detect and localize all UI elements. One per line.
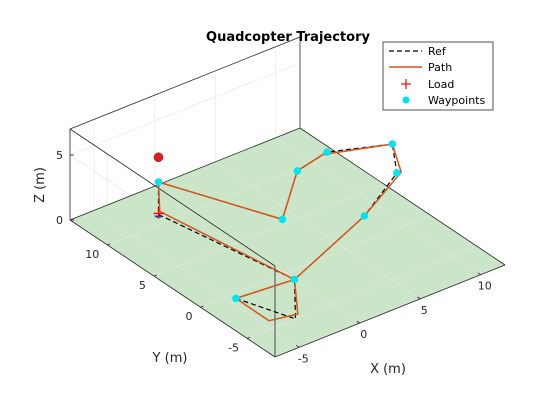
ground-plane xyxy=(70,128,505,357)
y-tick-mark xyxy=(246,336,251,339)
y-tick-mark xyxy=(153,274,157,277)
axes-box-edge xyxy=(69,127,301,221)
y-tick-label: -5 xyxy=(228,341,239,354)
waypoint-marker xyxy=(278,215,287,224)
y-grid-floor xyxy=(153,183,384,277)
axes-box-edge xyxy=(69,219,276,358)
waypoint-marker xyxy=(232,294,240,303)
ground-layer xyxy=(70,128,505,357)
y-tick-mark xyxy=(200,305,204,308)
z-grid-back-wall xyxy=(69,62,301,156)
y-axis-label: Y (m) xyxy=(152,351,188,366)
waypoint-marker xyxy=(323,148,331,156)
legend-label-path: Path xyxy=(428,61,452,74)
x-tick-mark xyxy=(295,344,300,348)
x-tick-label: -5 xyxy=(298,352,309,365)
chart-title: Quadcopter Trajectory xyxy=(206,30,370,45)
y-tick-label: 0 xyxy=(185,310,192,323)
waypoint-marker xyxy=(388,140,397,148)
x-grid-floor xyxy=(275,137,481,275)
legend-box xyxy=(382,41,494,111)
waypoint-marker xyxy=(393,169,401,177)
waypoint-marker xyxy=(293,167,302,175)
x-tick-mark xyxy=(477,272,482,276)
legend: Ref Path Load Waypoints xyxy=(382,41,494,111)
y-tick-label: 10 xyxy=(85,248,99,261)
legend-label-ref: Ref xyxy=(428,45,447,58)
axes-box-edge xyxy=(69,128,276,267)
legend-label-load: Load xyxy=(428,78,454,91)
x-tick-mark xyxy=(417,296,421,300)
z-tick-label: 0 xyxy=(56,214,63,227)
axes-box xyxy=(69,36,506,358)
z-tick-label: 5 xyxy=(56,149,63,162)
legend-swatch-waypoints xyxy=(402,96,410,104)
tick-labels: -5 0 5 10 -5 0 5 10 0 5 xyxy=(56,149,492,365)
x-tick-label: 0 xyxy=(360,328,367,341)
waypoint-marker xyxy=(360,212,369,220)
plot-markers xyxy=(153,140,401,303)
waypoint-marker xyxy=(290,275,299,284)
z-axis-label: Z (m) xyxy=(33,167,48,203)
series-line-path xyxy=(157,143,403,322)
y-tick-label: 5 xyxy=(139,279,146,292)
legend-label-waypoints: Waypoints xyxy=(428,94,485,107)
axes-box-edge xyxy=(69,36,301,130)
x-tick-label: 10 xyxy=(478,280,492,293)
legend-swatch-load xyxy=(401,79,411,89)
x-grid-floor xyxy=(215,161,421,300)
y-tick-mark xyxy=(107,243,111,246)
y-grid-floor xyxy=(246,246,478,339)
x-tick-mark xyxy=(356,320,360,324)
waypoint-marker xyxy=(154,178,163,186)
x-tick-label: 5 xyxy=(421,304,428,317)
payload-sphere xyxy=(153,152,164,163)
x-axis-label: X (m) xyxy=(370,362,406,377)
x-grid-floor xyxy=(94,210,300,348)
axes-box-edge xyxy=(274,264,506,358)
